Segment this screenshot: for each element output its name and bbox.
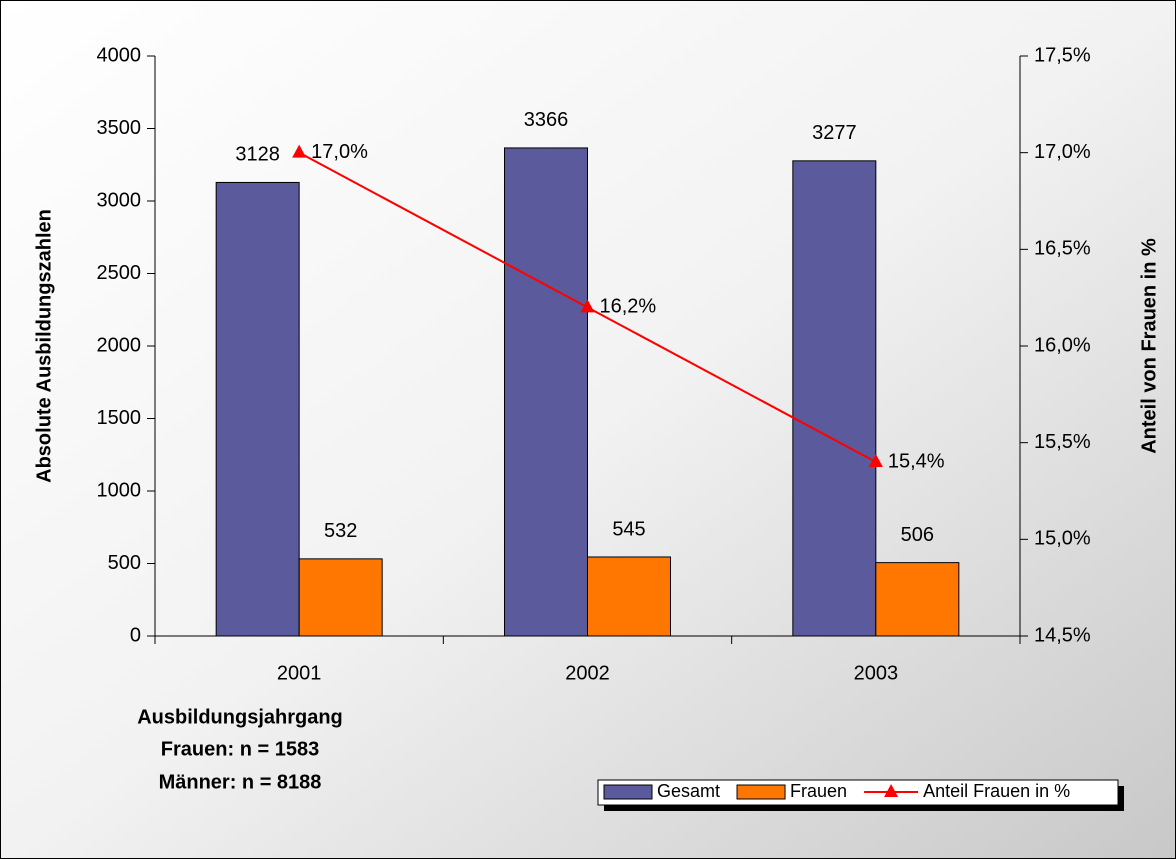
y-tick-label: 3000 — [97, 189, 142, 211]
y-tick-label: 4000 — [97, 44, 142, 66]
bar — [792, 160, 877, 637]
bar-value-label: 3128 — [235, 144, 280, 166]
bar-value-label: 3366 — [524, 109, 569, 131]
line-marker — [580, 299, 595, 313]
bar-value-label: 545 — [612, 518, 645, 540]
bar-value-label: 532 — [324, 520, 357, 542]
annotation: Männer: n = 8188 — [159, 771, 322, 793]
bar — [504, 147, 588, 637]
y2-tick-label: 16,5% — [1034, 238, 1091, 260]
y2-tick-label: 14,5% — [1034, 624, 1091, 646]
x-tick-label: 2002 — [565, 662, 610, 684]
x-tick-label: 2001 — [277, 662, 322, 684]
y-tick-label: 2500 — [97, 262, 142, 284]
y-tick-label: 1500 — [97, 407, 142, 429]
line-marker — [868, 454, 883, 467]
legend — [597, 779, 1119, 806]
y2-tick-label: 16,0% — [1034, 334, 1091, 356]
bar — [298, 558, 383, 637]
y-tick-label: 1000 — [97, 479, 142, 501]
line-value-label: 15,4% — [888, 450, 945, 472]
bar — [587, 556, 671, 637]
y2-tick-label: 15,5% — [1034, 431, 1091, 453]
line-value-label: 16,2% — [600, 296, 657, 318]
y-tick-label: 2000 — [97, 334, 142, 356]
y-tick-label: 0 — [130, 624, 141, 646]
y2-axis-label: Anteil von Frauen in % — [1138, 238, 1160, 454]
legend-swatch — [603, 784, 653, 800]
x-tick-label: 2003 — [854, 662, 899, 684]
x-axis-label: Ausbildungsjahrgang — [137, 706, 343, 728]
bar — [875, 562, 960, 637]
bar-value-label: 506 — [901, 524, 934, 546]
bar — [215, 181, 300, 637]
y-tick-label: 500 — [108, 552, 141, 574]
line-marker — [292, 144, 307, 158]
line-value-label: 17,0% — [311, 141, 368, 163]
y2-tick-label: 17,0% — [1034, 141, 1091, 163]
legend-marker — [884, 784, 899, 797]
y2-tick-label: 17,5% — [1034, 44, 1091, 66]
y-axis-label: Absolute Ausbildungszahlen — [33, 209, 55, 483]
legend-label: Anteil Frauen in % — [923, 781, 1070, 801]
legend-swatch — [736, 784, 786, 800]
annotation: Frauen: n = 1583 — [161, 738, 319, 760]
bar-value-label: 3277 — [812, 122, 857, 144]
y2-tick-label: 15,0% — [1034, 528, 1091, 550]
legend-label: Frauen — [790, 781, 847, 801]
legend-label: Gesamt — [657, 781, 720, 801]
y-tick-label: 3500 — [97, 117, 142, 139]
